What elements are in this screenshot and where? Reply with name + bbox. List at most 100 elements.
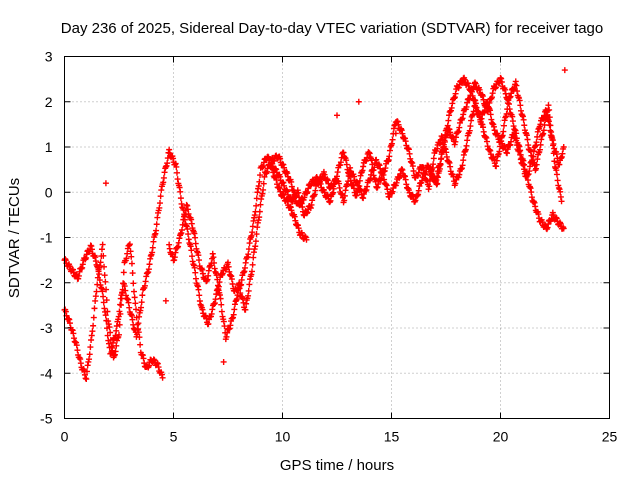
data-point: [126, 241, 133, 248]
data-point: [218, 301, 225, 308]
data-point: [303, 236, 310, 243]
data-point: [463, 142, 470, 149]
series-track-d: [268, 74, 567, 233]
y-tick-label: -3: [40, 320, 53, 336]
data-point: [249, 261, 256, 268]
data-point: [504, 106, 511, 113]
data-point: [133, 306, 140, 313]
data-point: [214, 276, 221, 283]
data-point: [467, 123, 474, 130]
data-point: [153, 221, 160, 228]
data-point: [83, 368, 90, 375]
data-point: [392, 130, 399, 137]
data-point: [389, 136, 396, 143]
data-point: [100, 293, 107, 300]
data-point: [102, 312, 109, 319]
data-point: [131, 294, 138, 301]
data-point: [133, 314, 140, 321]
data-point: [426, 183, 433, 190]
x-tick-label: 25: [602, 429, 618, 445]
data-point: [189, 253, 196, 260]
data-point: [184, 226, 191, 233]
data-point: [135, 320, 142, 327]
data-point: [160, 174, 167, 181]
data-point: [129, 270, 136, 277]
data-point: [248, 268, 255, 275]
data-point: [118, 295, 125, 302]
data-point: [493, 163, 500, 170]
data-point: [547, 122, 554, 129]
data-point: [554, 177, 561, 184]
series-track-c: [166, 98, 567, 343]
data-point: [195, 286, 202, 293]
data-point: [192, 269, 199, 276]
data-point: [260, 180, 267, 187]
data-point: [355, 98, 362, 105]
data-point: [120, 280, 127, 287]
data-point: [211, 259, 218, 266]
data-point: [430, 155, 437, 162]
data-point: [137, 341, 144, 348]
data-point: [506, 100, 513, 107]
data-point: [101, 272, 108, 279]
data-point: [156, 200, 163, 207]
data-point: [250, 254, 257, 261]
data-points: [61, 67, 568, 383]
y-tick-label: 3: [45, 49, 53, 65]
y-tick-label: -2: [40, 275, 53, 291]
data-point: [386, 153, 393, 160]
data-point: [117, 310, 124, 317]
data-point: [437, 161, 444, 168]
data-point: [153, 227, 160, 234]
x-tick-label: 15: [384, 429, 400, 445]
data-point: [136, 334, 143, 341]
data-point: [245, 287, 252, 294]
data-point: [179, 221, 186, 228]
data-point: [513, 82, 520, 89]
data-point: [549, 136, 556, 143]
data-point: [541, 121, 548, 128]
data-point: [537, 141, 544, 148]
data-point: [188, 247, 195, 254]
data-point: [246, 281, 253, 288]
data-point: [252, 243, 259, 250]
data-point: [257, 201, 264, 208]
y-tick-label: -4: [40, 365, 53, 381]
data-point: [550, 150, 557, 157]
y-tick-label: 0: [45, 184, 53, 200]
y-tick-label: -1: [40, 230, 53, 246]
data-point: [540, 127, 547, 134]
data-point: [185, 231, 192, 238]
x-tick-label: 5: [170, 429, 178, 445]
y-axis-tick-labels: -5 -4 -3 -2 -1 0 1 2 3: [40, 49, 53, 427]
data-point: [118, 301, 125, 308]
data-point: [460, 157, 467, 164]
data-point: [107, 329, 114, 336]
x-tick-label: 0: [61, 429, 69, 445]
data-point: [99, 241, 106, 248]
data-point: [220, 358, 227, 365]
data-point: [164, 160, 171, 167]
data-point: [256, 208, 263, 215]
data-point: [212, 296, 219, 303]
data-point: [256, 214, 263, 221]
data-point: [192, 234, 199, 241]
data-point: [444, 122, 451, 129]
data-point: [551, 158, 558, 165]
data-point: [97, 259, 104, 266]
data-point: [430, 161, 437, 168]
data-point: [500, 122, 507, 129]
data-point: [341, 192, 348, 199]
data-point: [196, 257, 203, 264]
data-point: [104, 308, 111, 315]
data-point: [179, 227, 186, 234]
data-point: [528, 189, 535, 196]
data-point: [177, 188, 184, 195]
data-point: [441, 137, 448, 144]
series-outlier-spikes: [102, 67, 568, 365]
data-point: [497, 143, 504, 150]
data-point: [116, 331, 122, 338]
y-tick-label: 1: [45, 139, 53, 155]
data-point: [252, 238, 259, 245]
